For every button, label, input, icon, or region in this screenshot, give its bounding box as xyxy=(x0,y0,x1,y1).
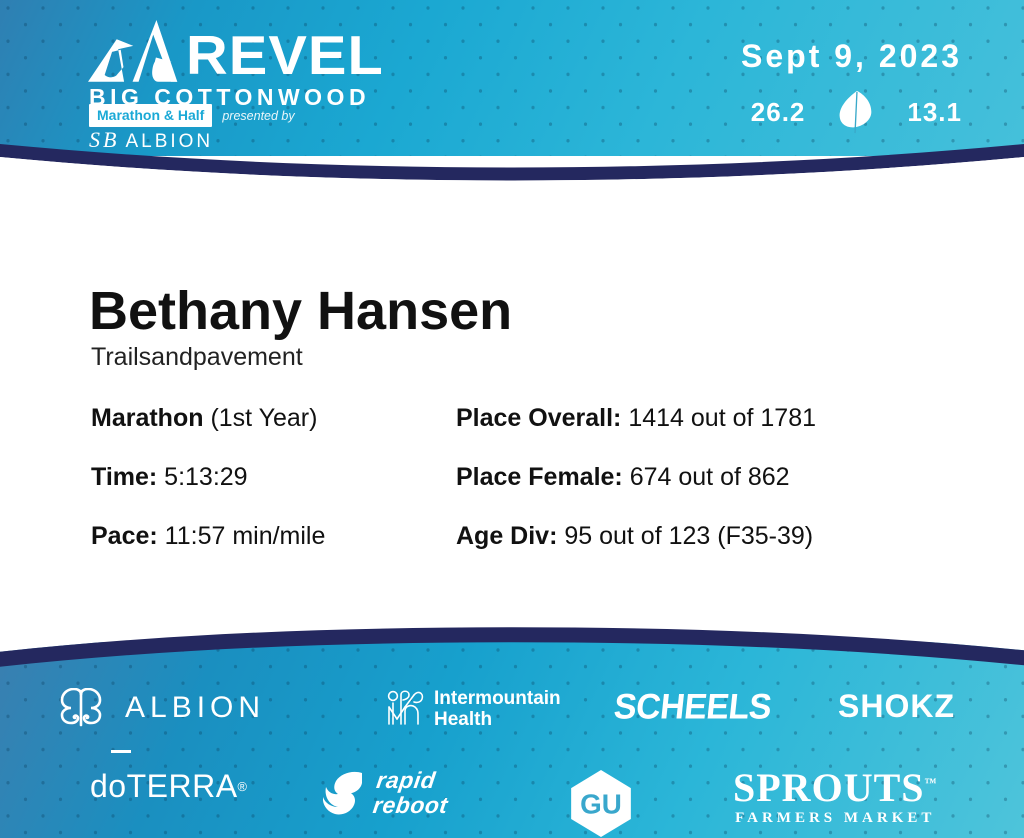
svg-text:GU: GU xyxy=(580,788,622,819)
